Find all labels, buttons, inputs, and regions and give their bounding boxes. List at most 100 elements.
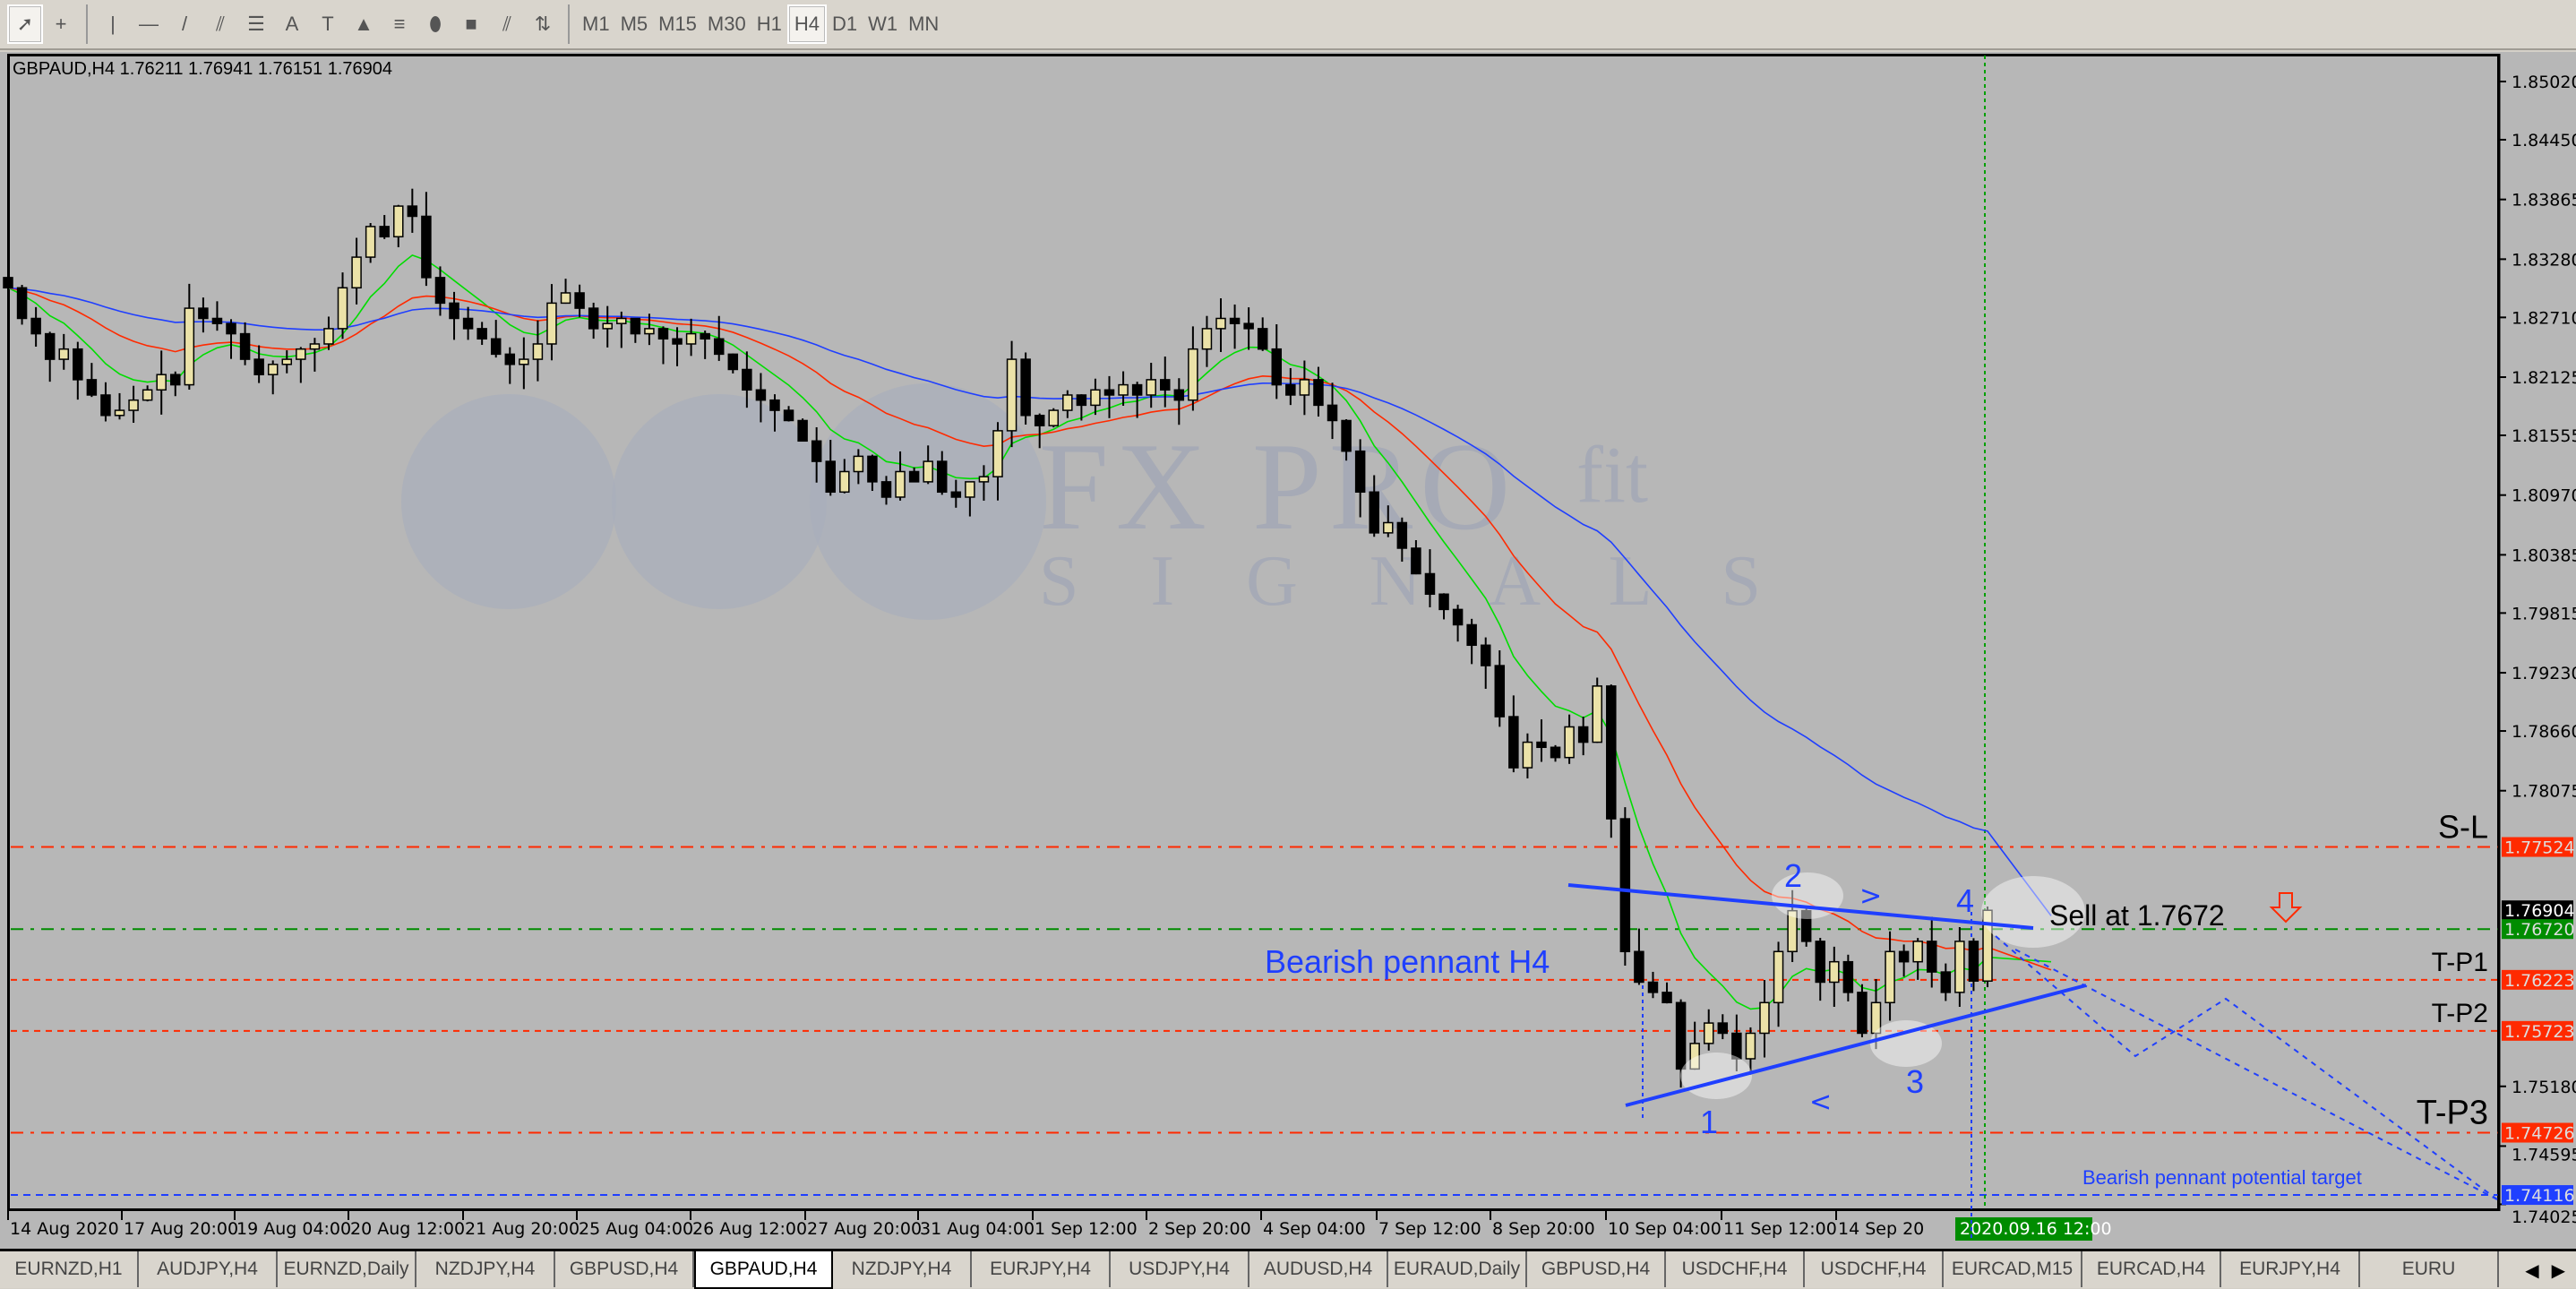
- toolbar-separator: [568, 4, 570, 44]
- chart-tab[interactable]: AUDJPY,H4: [139, 1251, 278, 1287]
- bear-candle: [1536, 741, 1547, 749]
- bull-candle: [184, 307, 195, 386]
- bear-candle: [1577, 726, 1589, 743]
- chart-tab[interactable]: USDCHF,H4: [1805, 1251, 1944, 1287]
- price-tick-label: 1.79230: [2512, 664, 2576, 683]
- chart-window[interactable]: FX PRO fit S I G N A L S 1.85020 1.84450 1.83…: [0, 52, 2576, 1249]
- price-tick-label: 1.81555: [2512, 426, 2576, 446]
- vertical-line-tool[interactable]: |: [95, 4, 131, 44]
- bull-candle: [532, 343, 544, 360]
- bear-candle: [30, 317, 41, 335]
- chart-tab[interactable]: EURNZD,H1: [0, 1251, 139, 1287]
- timeframe-m5[interactable]: M5: [620, 13, 648, 35]
- timeframe-w1[interactable]: W1: [868, 13, 898, 35]
- price-tick-label: 1.84450: [2512, 131, 2576, 150]
- bear-candle: [1466, 623, 1477, 647]
- timeframe-m30[interactable]: M30: [707, 13, 746, 35]
- timeframe-mn[interactable]: MN: [908, 13, 940, 35]
- timeframe-m1[interactable]: M1: [582, 13, 610, 35]
- convergence-marker: >: [1859, 881, 1882, 912]
- bull-candle: [895, 470, 906, 498]
- equidistant-channel-tool[interactable]: ⫽: [202, 4, 238, 44]
- rectangle-tool[interactable]: ■: [453, 4, 489, 44]
- crosshair-tool[interactable]: +: [43, 4, 79, 44]
- chart-tab[interactable]: EURJPY,H4: [972, 1251, 1111, 1287]
- triangle-tool[interactable]: ▲: [346, 4, 382, 44]
- level-label: T-P3: [2417, 1095, 2488, 1132]
- pennant-upper-trendline[interactable]: [1567, 883, 2034, 930]
- bull-candle: [1885, 950, 1895, 1004]
- chart-tab[interactable]: EURCAD,M15: [1944, 1251, 2082, 1287]
- pattern-label: Bearish pennant H4: [1265, 943, 1550, 980]
- fibonacci-tool[interactable]: ☰: [238, 4, 274, 44]
- trendline-tool[interactable]: /: [167, 4, 202, 44]
- chart-canvas[interactable]: FX PRO fit S I G N A L S 1.85020 1.84450 1.83…: [0, 52, 2576, 1249]
- level-label: T-P1: [2432, 948, 2488, 977]
- bear-candle: [1926, 941, 1937, 973]
- price-tick-label: 1.85020: [2512, 73, 2576, 92]
- text-tool[interactable]: A: [274, 4, 310, 44]
- timeframe-d1[interactable]: D1: [831, 13, 858, 35]
- horizontal-line-icon: —: [139, 13, 159, 35]
- price-tick-label: 1.78660: [2512, 722, 2576, 742]
- target-projection-line: [2014, 949, 2498, 1200]
- timeframe-m15[interactable]: M15: [658, 13, 697, 35]
- text-label-tool[interactable]: T: [310, 4, 346, 44]
- bear-candle: [1898, 950, 1910, 963]
- crosshair-icon: +: [55, 13, 67, 35]
- bear-candle: [825, 460, 836, 494]
- cursor-tool[interactable]: ➚: [7, 4, 43, 44]
- channel-tool[interactable]: ⫽: [489, 4, 525, 44]
- bull-candle: [978, 476, 990, 483]
- level-price-badge: [2502, 1020, 2573, 1041]
- bear-candle: [1800, 909, 1812, 942]
- bear-candle: [1857, 992, 1868, 1035]
- bear-candle: [1229, 317, 1241, 324]
- bull-candle: [1188, 348, 1198, 401]
- target-projection-path: [1995, 935, 2498, 1200]
- chart-tab[interactable]: EURCAD,H4: [2082, 1251, 2221, 1287]
- fibo-fan-tool[interactable]: ≡: [382, 4, 417, 44]
- chart-tab[interactable]: EURAUD,Daily: [1388, 1251, 1527, 1287]
- price-tick-label: 1.74025: [2512, 1207, 2576, 1227]
- chart-tab[interactable]: GBPUSD,H4: [555, 1251, 694, 1287]
- bear-candle: [574, 292, 585, 309]
- time-label: 4 Sep 04:00: [1263, 1219, 1366, 1239]
- chart-tab[interactable]: GBPUSD,H4: [1527, 1251, 1666, 1287]
- bear-candle: [1034, 415, 1045, 426]
- pennant-lower-trendline[interactable]: [1625, 984, 2087, 1107]
- chart-tab[interactable]: EURNZD,Daily: [278, 1251, 416, 1287]
- bear-candle: [811, 440, 822, 462]
- horizontal-line-tool[interactable]: —: [131, 4, 167, 44]
- toolbar-separator: [86, 4, 88, 44]
- timeframe-h4[interactable]: H4: [786, 4, 827, 44]
- chart-tab[interactable]: AUDUSD,H4: [1249, 1251, 1388, 1287]
- convergence-marker: <: [1809, 1087, 1832, 1118]
- chart-tab[interactable]: NZDJPY,H4: [416, 1251, 555, 1287]
- price-tick-label: 1.82710: [2512, 308, 2576, 328]
- chart-tab[interactable]: USDJPY,H4: [1111, 1251, 1249, 1287]
- bull-candle: [281, 358, 293, 365]
- chart-tab[interactable]: EURU: [2360, 1251, 2499, 1287]
- chart-tab[interactable]: NZDJPY,H4: [833, 1251, 972, 1287]
- bear-candle: [1103, 389, 1115, 396]
- chart-tab[interactable]: GBPAUD,H4: [694, 1251, 833, 1289]
- chart-tabs: EURNZD,H1 AUDJPY,H4 EURNZD,Daily NZDJPY,H4 G…: [0, 1249, 2576, 1289]
- chart-tab[interactable]: USDCHF,H4: [1666, 1251, 1805, 1287]
- time-label: 8 Sep 20:00: [1492, 1219, 1595, 1239]
- arrows-tool[interactable]: ⇅: [525, 4, 561, 44]
- ellipse-tool[interactable]: ⬮: [417, 4, 453, 44]
- time-label: 14 Sep 20: [1838, 1219, 1924, 1239]
- bear-candle: [86, 379, 98, 396]
- chart-tab[interactable]: EURJPY,H4: [2221, 1251, 2360, 1287]
- scroll-left-icon[interactable]: ◀: [2525, 1259, 2539, 1281]
- bear-candle: [1424, 572, 1436, 596]
- bear-candle: [407, 205, 418, 218]
- bull-candle: [267, 364, 279, 375]
- scroll-right-icon[interactable]: ▶: [2551, 1259, 2565, 1281]
- time-label: 26 Aug 12:00: [692, 1219, 807, 1239]
- timeframe-h1[interactable]: H1: [756, 13, 782, 35]
- watermark-circle: [810, 383, 1046, 620]
- bull-candle: [393, 205, 404, 238]
- highlight-ellipse: [1981, 876, 2085, 948]
